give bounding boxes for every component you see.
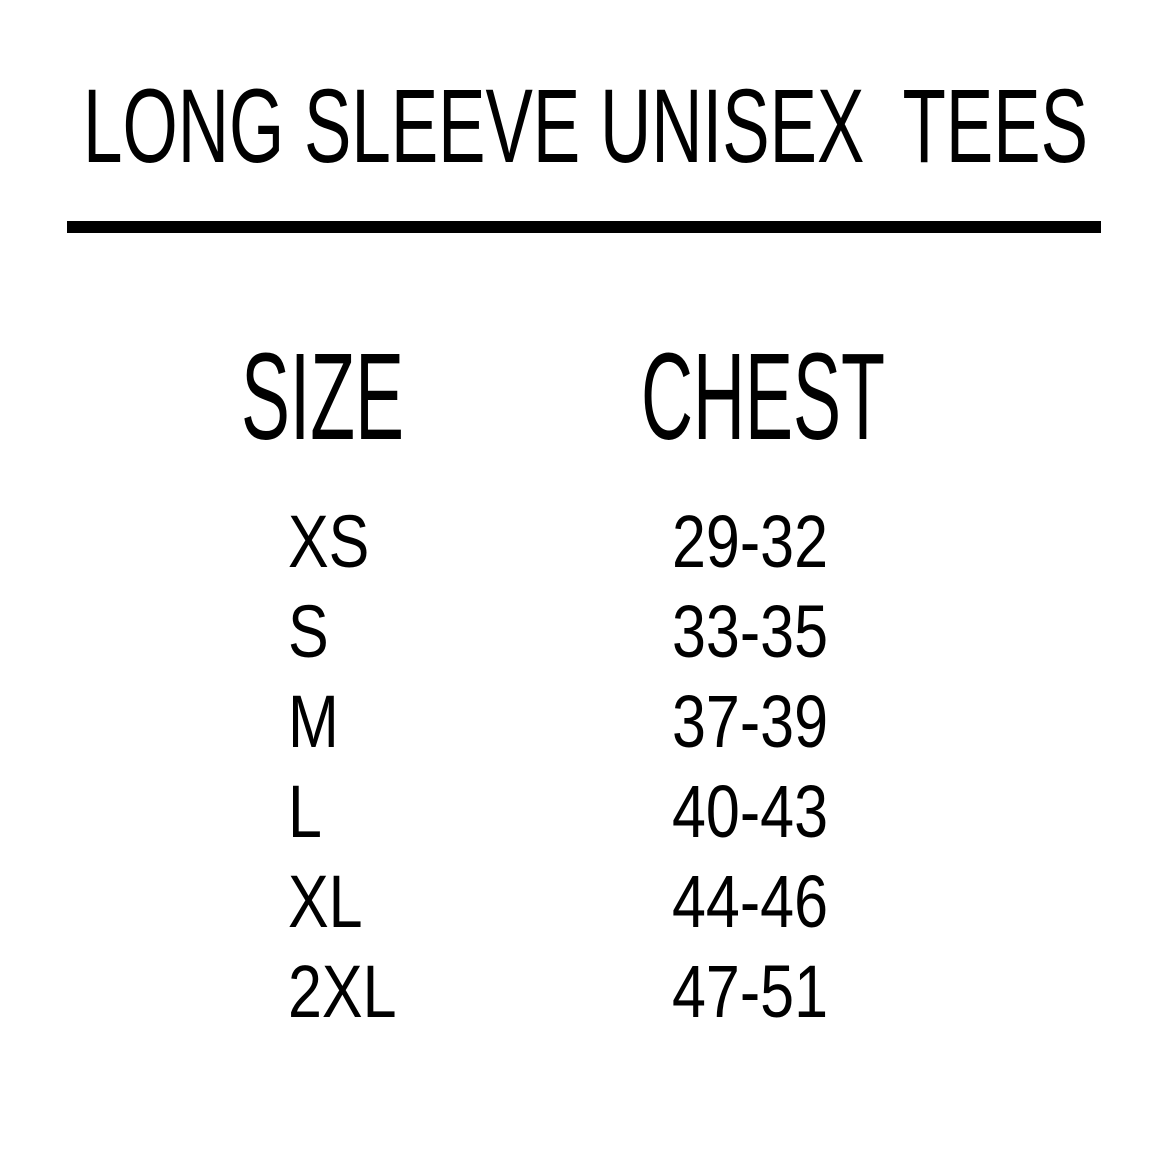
chest-cell: 44-46 [672,860,828,943]
size-cell: M [288,680,339,763]
chest-column-header: CHEST [641,329,885,466]
size-cell: L [288,770,322,853]
chest-cell: 40-43 [672,770,828,853]
size-cell: S [288,590,329,673]
chest-cell: 47-51 [672,950,828,1033]
size-cell: 2XL [288,950,397,1033]
size-column-header: SIZE [241,329,404,466]
title-divider [67,221,1101,233]
size-cell: XS [288,500,370,583]
size-cell: XL [288,860,363,943]
chest-cell: 33-35 [672,590,828,673]
chest-cell: 29-32 [672,500,828,583]
page-title: LONG SLEEVE UNISEX TEES [83,68,1088,185]
chest-cell: 37-39 [672,680,828,763]
